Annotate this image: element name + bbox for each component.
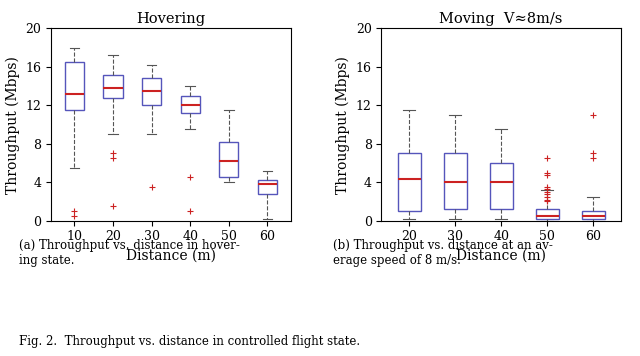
PathPatch shape: [582, 211, 605, 219]
PathPatch shape: [180, 96, 200, 113]
Y-axis label: Throughput (Mbps): Throughput (Mbps): [336, 56, 350, 194]
Text: Fig. 2.  Throughput vs. distance in controlled flight state.: Fig. 2. Throughput vs. distance in contr…: [19, 335, 360, 348]
Text: (b) Throughput vs. distance at an av-
erage speed of 8 m/s.: (b) Throughput vs. distance at an av- er…: [333, 239, 553, 267]
PathPatch shape: [65, 62, 84, 110]
PathPatch shape: [444, 153, 467, 209]
Y-axis label: Throughput (Mbps): Throughput (Mbps): [6, 56, 20, 194]
PathPatch shape: [103, 75, 123, 98]
PathPatch shape: [142, 78, 161, 105]
X-axis label: Distance (m): Distance (m): [126, 249, 216, 263]
PathPatch shape: [219, 142, 239, 178]
X-axis label: Distance (m): Distance (m): [456, 249, 546, 263]
PathPatch shape: [258, 180, 277, 194]
Text: (a) Throughput vs. distance in hover-
ing state.: (a) Throughput vs. distance in hover- in…: [19, 239, 240, 267]
PathPatch shape: [490, 163, 513, 209]
PathPatch shape: [397, 153, 420, 211]
PathPatch shape: [536, 209, 559, 219]
Title: Hovering: Hovering: [136, 12, 205, 26]
Title: Moving  V≈8m/s: Moving V≈8m/s: [440, 12, 563, 26]
